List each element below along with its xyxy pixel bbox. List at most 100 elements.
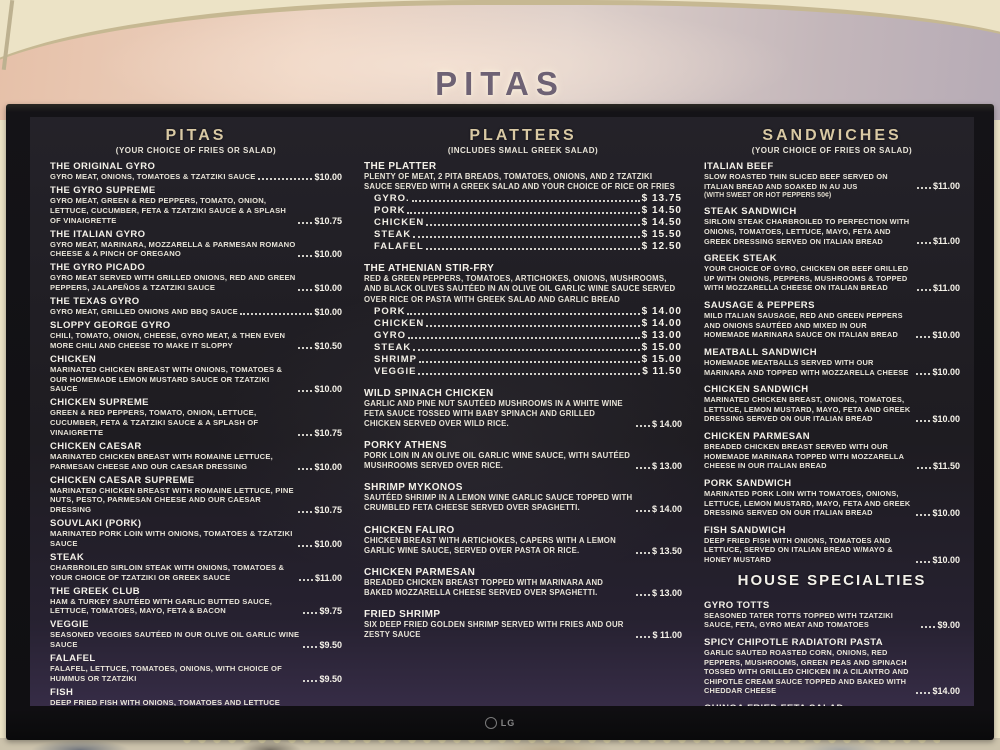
menu-item-description: MARINATED CHICKEN BREAST, ONIONS, TOMATO… <box>704 395 911 424</box>
menu-option-price: $ 13.00 <box>641 329 682 341</box>
menu-item-price: $10.75 <box>314 505 342 516</box>
menu-item-name: PORK SANDWICH <box>704 477 792 489</box>
menu-item-name: SOUVLAKI (PORK) <box>50 518 142 530</box>
menu-item-body: GARLIC SAUTED ROASTED CORN, ONIONS, RED … <box>704 648 960 696</box>
menu-item-name: FISH <box>50 686 74 698</box>
menu-item-description: SLOW ROASTED THIN SLICED BEEF SERVED ON … <box>704 172 888 191</box>
wall-background: PITAS (YOUR CHOICE OF FRIES OR SALAD) <box>0 0 1000 120</box>
lg-logo: LG <box>484 717 516 729</box>
dotted-leader <box>298 289 313 292</box>
menu-item-body: FALAFEL, LETTUCE, TOMATOES, ONIONS, WITH… <box>50 664 342 684</box>
menu-option-row: GYRO $ 13.00 <box>374 330 682 341</box>
section-subheader: (YOUR CHOICE OF FRIES OR SALAD) <box>115 146 277 155</box>
menu-item-name: THE ITALIAN GYRO <box>50 228 146 240</box>
menu-item: CHICKEN PARMESAN BREADED CHICKEN BREAST T… <box>364 567 682 598</box>
menu-item-price: $11.00 <box>932 236 960 247</box>
menu-item-price: $ 13.00 <box>651 461 682 472</box>
menu-item-body: GARLIC AND PINE NUT SAUTÉED MUSHROOMS IN… <box>364 399 682 429</box>
dotted-leader <box>298 433 313 436</box>
dotted-leader <box>916 373 931 376</box>
menu-item-price: $11.00 <box>932 181 960 192</box>
section-header: SANDWICHES <box>762 127 902 144</box>
dotted-leader <box>303 679 318 682</box>
menu-option-name: FALAFEL <box>374 241 424 253</box>
dotted-leader <box>916 513 931 516</box>
dotted-leader <box>303 646 318 649</box>
menu-item-description: CHILI, TOMATO, ONION, CHEESE, GYRO MEAT,… <box>50 331 286 350</box>
menu-item-name: GREEK STEAK <box>704 253 778 265</box>
menu-item-description: MARINATED PORK LOIN WITH TOMATOES, ONION… <box>704 488 911 518</box>
menu-item-name: PORKY ATHENS <box>364 440 447 451</box>
dotted-leader <box>298 255 313 258</box>
menu-item-body: GYRO MEAT, ONIONS, TOMATOES & TZATZIKI S… <box>50 172 342 182</box>
menu-item-price: $9.75 <box>319 606 342 617</box>
menu-item-description: PORK LOIN IN AN OLIVE OIL GARLIC WINE SA… <box>364 451 631 471</box>
menu-item-body: PLENTY OF MEAT, 2 PITA BREADS, TOMATOES,… <box>364 172 682 192</box>
dotted-leader <box>407 336 640 339</box>
dotted-leader <box>298 346 313 349</box>
menu-item-body: GREEN & RED PEPPERS, TOMATO, ONION, LETT… <box>50 408 342 438</box>
menu-item-body: YOUR CHOICE OF GYRO, CHICKEN OR BEEF GRI… <box>704 264 960 293</box>
menu-item-price: $10.00 <box>314 461 342 472</box>
menu-item-name: THE GYRO PICADO <box>50 262 146 274</box>
menu-item: THE ORIGINAL GYRO GYRO MEAT, ONIONS, TOMA… <box>50 161 342 182</box>
menu-item-price: $14.00 <box>932 686 960 696</box>
menu-item: CHICKEN FALIRO CHICKEN BREAST WITH ARTICH… <box>364 525 682 556</box>
menu-item-price: $9.50 <box>319 640 342 651</box>
menu-item-description: CHARBROILED SIRLOIN STEAK WITH ONIONS, T… <box>50 562 285 582</box>
menu-item-name: THE PLATTER <box>364 161 437 172</box>
menu-item-price: $10.00 <box>314 249 342 260</box>
menu-item-price: $11.00 <box>314 572 342 583</box>
menu-item: SOUVLAKI (PORK) MARINATED PORK LOIN WITH … <box>50 518 342 549</box>
menu-item-price: $10.00 <box>314 538 342 549</box>
menu-option-name: PORK <box>374 205 406 217</box>
dotted-leader <box>916 560 931 563</box>
menu-option-price: $ 15.00 <box>641 353 682 365</box>
menu-option-name: SHRIMP <box>374 353 417 365</box>
menu-section: PITAS (YOUR CHOICE OF FRIES OR SALAD) THE … <box>50 127 342 706</box>
menu-item-name: SHRIMP MYKONOS <box>364 482 463 494</box>
dotted-leader <box>298 221 313 224</box>
menu-item-name: VEGGIE <box>50 619 89 631</box>
menu-section: PLATTERS (INCLUDES SMALL GREEK SALAD) THE … <box>364 127 682 640</box>
section-subheader-spacer <box>704 590 960 594</box>
dotted-leader <box>257 178 313 180</box>
menu-option-price: $ 12.50 <box>641 241 682 253</box>
menu-item: SAUSAGE & PEPPERS MILD ITALIAN SAUSAGE, R… <box>704 300 960 340</box>
menu-option-name: CHICKEN <box>374 217 425 229</box>
menu-option-price: $ 13.75 <box>641 193 682 205</box>
menu-item-name: THE GREEK CLUB <box>50 585 141 597</box>
menu-item-name: STEAK <box>50 551 85 563</box>
menu-item-description: GYRO MEAT, GRILLED ONIONS AND BBQ SAUCE <box>50 307 238 317</box>
dotted-leader <box>921 625 936 628</box>
menu-column-2: PLATTERS (INCLUDES SMALL GREEK SALAD) THE … <box>364 125 682 706</box>
menu-item-name: CHICKEN SUPREME <box>50 397 149 409</box>
dotted-leader <box>298 544 313 547</box>
dotted-leader <box>635 509 650 512</box>
dotted-leader <box>298 467 313 470</box>
menu-item-description: MARINATED CHICKEN BREAST WITH ONIONS, TO… <box>50 364 283 394</box>
menu-item-description: MILD ITALIAN SAUSAGE, RED AND GREEN PEPP… <box>704 311 903 340</box>
menu-option-name: GYRO. <box>374 193 410 205</box>
menu-item-price: $ 14.00 <box>651 419 682 429</box>
menu-option-row: FALAFEL $ 12.50 <box>374 241 682 252</box>
menu-item-price: $ 13.50 <box>651 545 682 556</box>
menu-item: SLOPPY GEORGE GYRO CHILI, TOMATO, ONION, … <box>50 320 342 351</box>
menu-option-name: STEAK <box>374 229 412 241</box>
menu-item-name: WILD SPINACH CHICKEN <box>364 387 494 399</box>
menu-screen: PITAS (YOUR CHOICE OF FRIES OR SALAD) THE … <box>30 117 974 706</box>
dotted-leader <box>916 466 931 469</box>
menu-item-description: GYRO MEAT SERVED WITH GRILLED ONIONS, RE… <box>50 273 296 293</box>
menu-item-description: SEASONED VEGGIES SAUTÉED IN OUR OLIVE OI… <box>50 630 300 650</box>
menu-item: CHICKEN CAESAR SUPREME MARINATED CHICKEN … <box>50 475 342 516</box>
dotted-leader <box>407 212 640 215</box>
menu-option-row: VEGGIE $ 11.50 <box>374 366 682 377</box>
menu-option-price: $ 14.00 <box>641 317 682 329</box>
dotted-leader <box>635 594 650 596</box>
dotted-leader <box>426 324 640 327</box>
dotted-leader <box>411 200 640 203</box>
dotted-leader <box>298 390 313 393</box>
dotted-leader <box>635 467 650 470</box>
menu-item-price: $10.00 <box>314 283 342 294</box>
menu-item: CHICKEN MARINATED CHICKEN BREAST WITH ONI… <box>50 354 342 395</box>
